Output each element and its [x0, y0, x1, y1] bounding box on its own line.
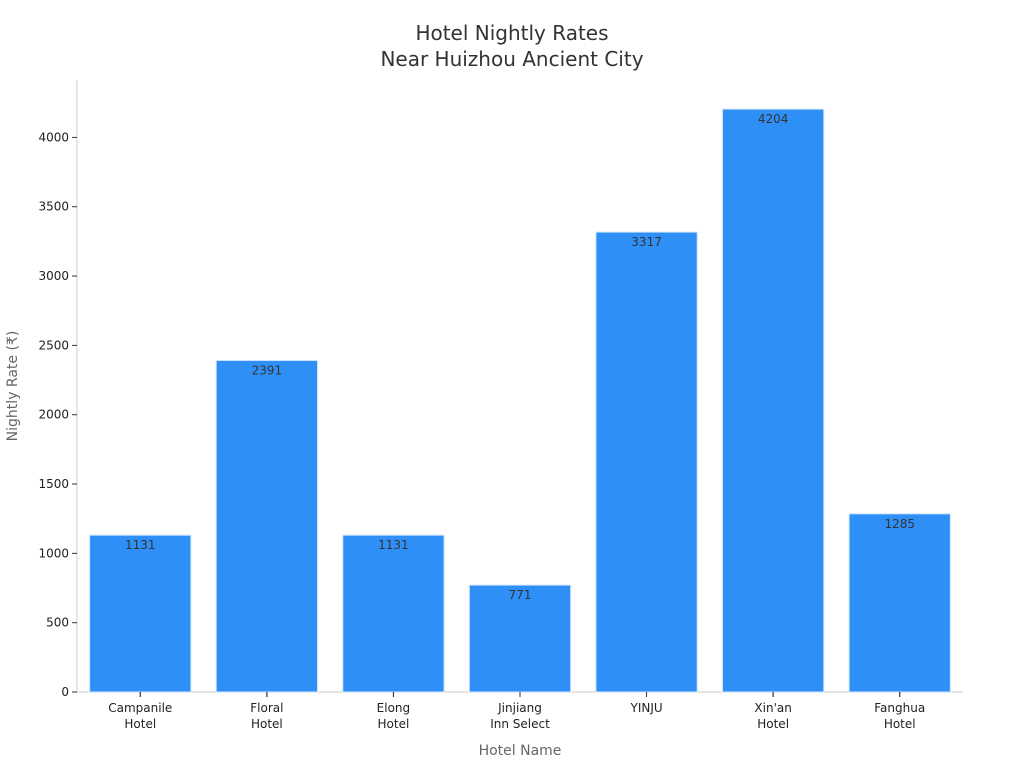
- bar-value-label: 1285: [884, 517, 915, 531]
- y-tick-label: 3500: [38, 200, 69, 214]
- bar: [722, 108, 825, 693]
- x-tick-label: Campanile: [108, 701, 172, 715]
- x-tick-label: Floral: [250, 701, 283, 715]
- bar-value-label: 4204: [758, 112, 789, 126]
- y-tick-label: 0: [61, 685, 69, 699]
- y-tick-label: 1500: [38, 477, 69, 491]
- bar-value-label: 1131: [125, 538, 156, 552]
- x-tick-label: Hotel: [884, 717, 916, 731]
- bar-value-label: 2391: [252, 363, 283, 377]
- bar: [468, 584, 572, 693]
- x-tick-label: YINJU: [629, 701, 662, 715]
- bar-value-label: 3317: [631, 235, 662, 249]
- x-tick-labels: Campanile Hotel Floral Hotel Elong Hotel Jinji…: [108, 692, 925, 731]
- x-tick-label: Jinjiang: [497, 701, 542, 715]
- bar: [848, 513, 951, 693]
- x-tick-label: Hotel: [757, 717, 789, 731]
- y-tick-label: 2500: [38, 338, 69, 352]
- x-tick-label: Hotel: [378, 717, 410, 731]
- y-tick-label: 2000: [38, 408, 69, 422]
- chart-title: Hotel Nightly Rates Near Huizhou Ancient…: [380, 21, 643, 71]
- y-tick-label: 4000: [38, 130, 69, 144]
- value-labels: 1131 2391 1131 771 3317 4204 1285: [125, 112, 915, 602]
- y-tick-label: 500: [46, 616, 69, 630]
- x-tick-label: Inn Select: [490, 717, 550, 731]
- chart-title-line-2: Near Huizhou Ancient City: [380, 47, 643, 71]
- x-tick-label: Xin'an: [754, 701, 791, 715]
- y-tick-label: 3000: [38, 269, 69, 283]
- x-tick-label: Elong: [377, 701, 410, 715]
- bar-value-label: 1131: [378, 538, 409, 552]
- bar: [89, 534, 192, 693]
- x-tick-label: Hotel: [124, 717, 156, 731]
- x-axis-label: Hotel Name: [479, 743, 562, 759]
- y-axis-label: Nightly Rate (₹): [5, 331, 21, 442]
- bar-value-label: 771: [509, 588, 532, 602]
- bar: [595, 231, 698, 693]
- y-axis: 0 500 1000 1500 2000 2500 3000 3500 4000: [38, 80, 78, 699]
- bar: [342, 534, 445, 693]
- x-tick-label: Fanghua: [874, 701, 925, 715]
- chart-title-line-1: Hotel Nightly Rates: [415, 21, 608, 45]
- x-tick-label: Hotel: [251, 717, 283, 731]
- bar: [215, 359, 318, 693]
- y-tick-label: 1000: [38, 546, 69, 560]
- bars: [89, 108, 951, 693]
